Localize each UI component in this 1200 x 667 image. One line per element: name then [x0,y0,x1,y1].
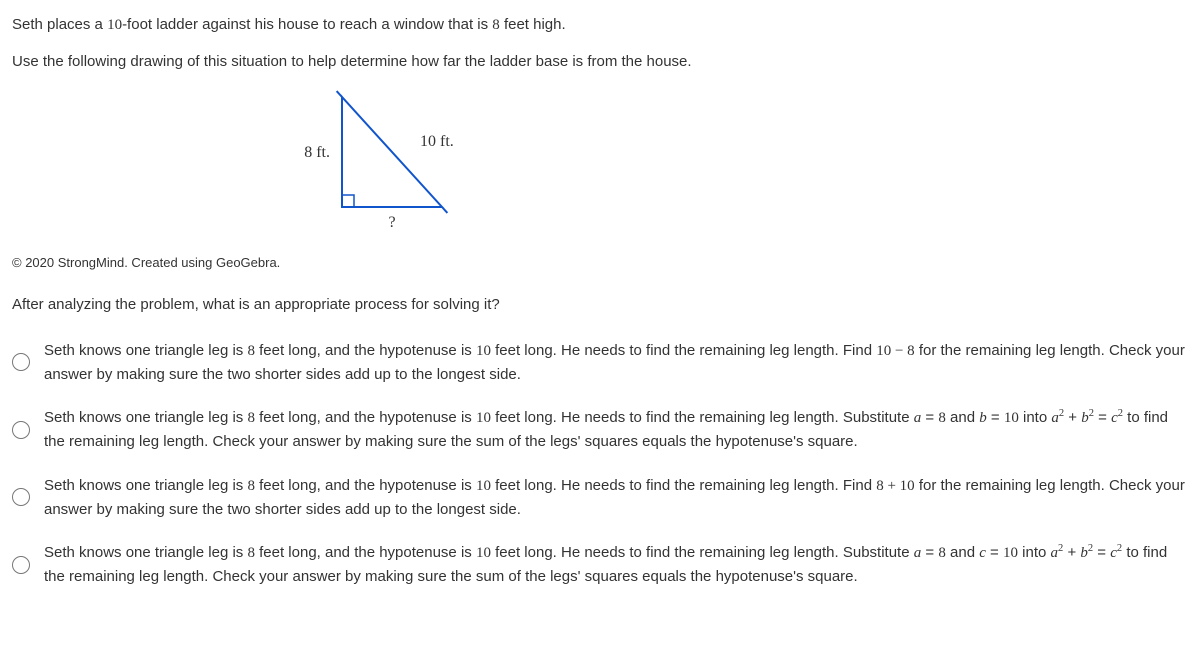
answer-choice-3[interactable]: Seth knows one triangle leg is 8 feet lo… [12,474,1188,522]
choice-text: Seth knows one triangle leg is 8 feet lo… [44,474,1188,522]
choice-text: Seth knows one triangle leg is 8 feet lo… [44,339,1188,387]
radio-button[interactable] [12,488,30,506]
svg-text:?: ? [388,214,395,231]
answer-choice-4[interactable]: Seth knows one triangle leg is 8 feet lo… [12,541,1188,589]
intro-line-2: Use the following drawing of this situat… [12,51,1188,74]
svg-text:8 ft.: 8 ft. [304,144,330,161]
intro-line-1: Seth places a 10-foot ladder against his… [12,14,1188,37]
radio-button[interactable] [12,353,30,371]
choice-text: Seth knows one triangle leg is 8 feet lo… [44,406,1188,454]
choice-text: Seth knows one triangle leg is 8 feet lo… [44,541,1188,589]
text: Seth places a [12,16,107,33]
radio-button[interactable] [12,556,30,574]
answer-choices: Seth knows one triangle leg is 8 feet lo… [12,339,1188,589]
answer-choice-2[interactable]: Seth knows one triangle leg is 8 feet lo… [12,406,1188,454]
triangle-svg: 8 ft. 10 ft.? [282,87,482,237]
number: 8 [492,17,500,33]
number: 10 [107,17,122,33]
radio-button[interactable] [12,421,30,439]
triangle-figure: 8 ft. 10 ft.? [282,87,482,245]
text: feet high. [500,16,566,33]
figure-credit: © 2020 StrongMind. Created using GeoGebr… [12,253,1188,273]
text: -foot ladder against his house to reach … [122,16,492,33]
answer-choice-1[interactable]: Seth knows one triangle leg is 8 feet lo… [12,339,1188,387]
svg-text:10 ft.: 10 ft. [420,133,454,150]
question-prompt: After analyzing the problem, what is an … [12,294,1188,317]
question-intro: Seth places a 10-foot ladder against his… [12,14,1188,73]
